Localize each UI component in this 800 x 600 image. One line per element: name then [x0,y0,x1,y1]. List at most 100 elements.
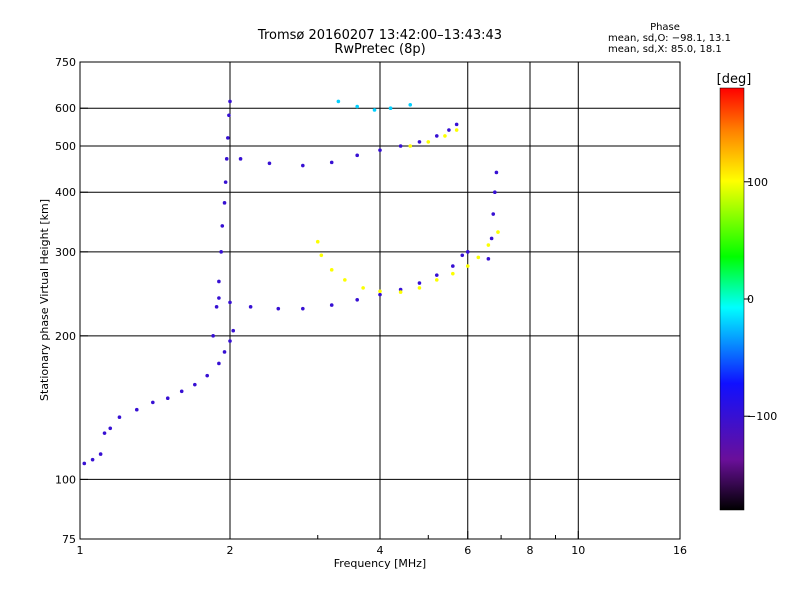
data-point [134,407,139,412]
y-tick-label: 500 [55,140,76,153]
data-point [408,144,413,148]
data-point [476,255,481,260]
colorbar-ticks: 100 0 −100 [744,176,777,423]
y-axis-label: Stationary phase Virtual Height [km] [38,199,51,401]
data-point [319,253,324,258]
data-point [378,292,382,297]
data-point [90,457,95,462]
colorbar-tick-label: 100 [747,176,768,189]
data-point [388,106,393,111]
data-point [398,287,403,292]
data-point [460,253,465,258]
data-point [108,426,113,431]
data-point [447,128,451,132]
data-point [82,461,87,466]
grid-lines [80,62,680,539]
data-point [211,334,215,338]
data-point [214,305,219,309]
x-tick-label: 16 [673,544,687,557]
data-point [151,400,155,405]
data-point [417,286,422,290]
x-tick-label: 10 [571,544,585,557]
data-point [434,273,439,277]
x-tick-label: 8 [527,544,534,557]
data-point [355,297,359,302]
data-point [222,350,227,354]
data-point [494,170,499,175]
data-point [451,271,455,276]
data-point [493,190,497,195]
data-point [343,278,347,282]
y-tick-label: 100 [55,473,76,486]
data-point [408,103,413,107]
y-tick-label: 750 [55,56,76,69]
data-point [217,279,221,284]
data-point [231,328,236,333]
data-point [165,396,170,400]
data-point [228,99,232,104]
data-point [223,180,228,184]
data-point [454,128,459,132]
data-point [336,99,341,104]
x-tick-label: 6 [464,544,471,557]
data-point [228,339,232,343]
data-point [417,281,422,285]
data-point [329,268,334,272]
data-point [226,136,230,140]
data-point [329,303,334,307]
data-point [361,286,365,290]
data-point [496,230,500,234]
data-point [486,243,491,247]
chart-title: Tromsø 20160207 13:42:00–13:43:43 [257,28,503,43]
data-point [219,250,223,254]
x-axis-label: Frequency [MHz] [334,557,426,570]
data-point [267,161,272,166]
chart-subtitle: RwPretec (8p) [334,42,426,57]
data-point [489,236,494,241]
data-point [454,122,459,127]
data-point [398,144,403,148]
data-point [329,160,334,165]
colorbar-tick-label: −100 [747,410,777,423]
data-point [238,157,243,161]
y-tick-label: 300 [55,246,76,259]
data-point [220,224,225,228]
colorbar-tick-label: 0 [747,293,754,306]
data-point [378,289,382,294]
data-point [217,296,221,300]
colorbar [719,87,745,511]
data-point [248,305,253,309]
data-point [98,452,103,456]
data-point [465,264,470,268]
data-point [417,140,422,144]
data-point [355,153,359,158]
data-point [276,306,281,311]
colorbar-unit-label: [deg] [717,72,752,87]
phase-info-title: Phase [650,22,680,33]
y-tick-label: 75 [62,533,76,546]
y-tick-label: 200 [55,330,76,343]
data-point [315,239,320,244]
data-point [426,140,431,144]
data-point [205,373,209,378]
data-point [222,201,227,205]
data-point [443,134,447,138]
phase-mean-x: mean, sd,X: 85.0, 18.1 [608,44,722,55]
y-tick-label: 600 [55,102,76,115]
data-point [193,382,197,387]
data-point [434,134,439,138]
data-point [398,290,403,294]
data-point [224,157,229,161]
data-point [465,250,470,254]
data-point [227,113,231,118]
data-point [217,361,221,366]
data-point [179,389,184,394]
data-point [301,163,305,168]
data-points [82,99,500,466]
data-point [434,278,439,282]
x-tick-label: 4 [377,544,384,557]
y-axis-ticks: 75 100 200 300 400 500 600 750 [55,56,88,546]
x-tick-label: 1 [77,544,84,557]
y-tick-label: 400 [55,186,76,199]
